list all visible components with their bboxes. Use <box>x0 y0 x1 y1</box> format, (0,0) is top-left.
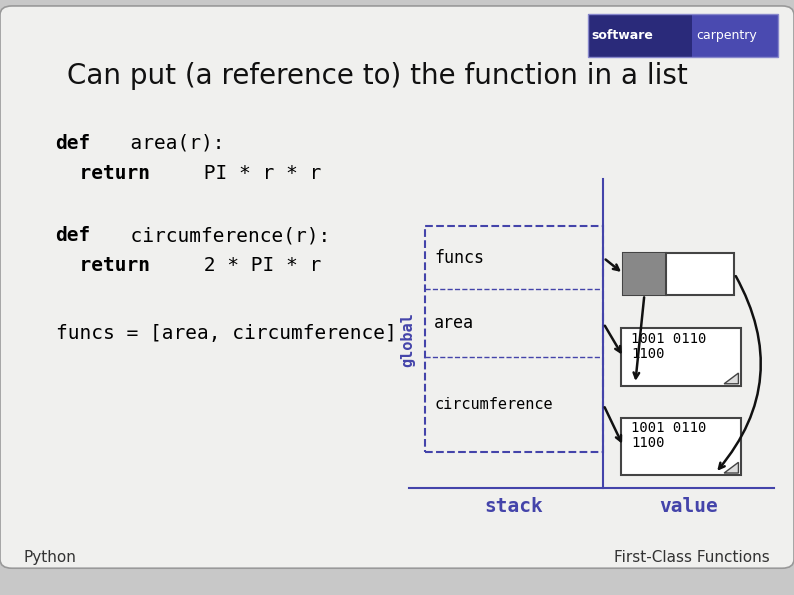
Text: circumference: circumference <box>434 397 553 412</box>
Bar <box>588 14 778 57</box>
Bar <box>623 253 734 295</box>
Text: software: software <box>592 29 653 42</box>
FancyBboxPatch shape <box>621 328 741 386</box>
Text: funcs: funcs <box>434 249 484 267</box>
Text: def: def <box>56 226 91 245</box>
FancyBboxPatch shape <box>621 418 741 475</box>
Text: global: global <box>400 312 414 367</box>
Text: 1001 0110: 1001 0110 <box>631 332 707 346</box>
Text: funcs = [area, circumference]: funcs = [area, circumference] <box>56 324 396 343</box>
Text: return: return <box>56 164 149 183</box>
Text: 1100: 1100 <box>631 347 665 361</box>
Text: return: return <box>56 256 149 275</box>
Bar <box>692 14 778 57</box>
Text: 2 * PI * r: 2 * PI * r <box>192 256 322 275</box>
Text: def: def <box>56 134 91 153</box>
Text: stack: stack <box>485 497 543 516</box>
Text: 1001 0110: 1001 0110 <box>631 421 707 436</box>
Polygon shape <box>724 462 738 473</box>
Bar <box>623 253 665 295</box>
FancyBboxPatch shape <box>0 6 794 568</box>
Text: Can put (a reference to) the function in a list: Can put (a reference to) the function in… <box>67 62 688 90</box>
Polygon shape <box>724 373 738 384</box>
Text: circumference(r):: circumference(r): <box>107 226 330 245</box>
Text: 1100: 1100 <box>631 436 665 450</box>
Text: area: area <box>434 314 474 333</box>
Text: PI * r * r: PI * r * r <box>192 164 322 183</box>
Bar <box>588 14 778 57</box>
Text: Python: Python <box>24 550 77 565</box>
Text: First-Class Functions: First-Class Functions <box>615 550 770 565</box>
Text: area(r):: area(r): <box>107 134 225 153</box>
Bar <box>425 226 603 452</box>
Text: value: value <box>660 497 718 516</box>
Text: carpentry: carpentry <box>696 29 757 42</box>
